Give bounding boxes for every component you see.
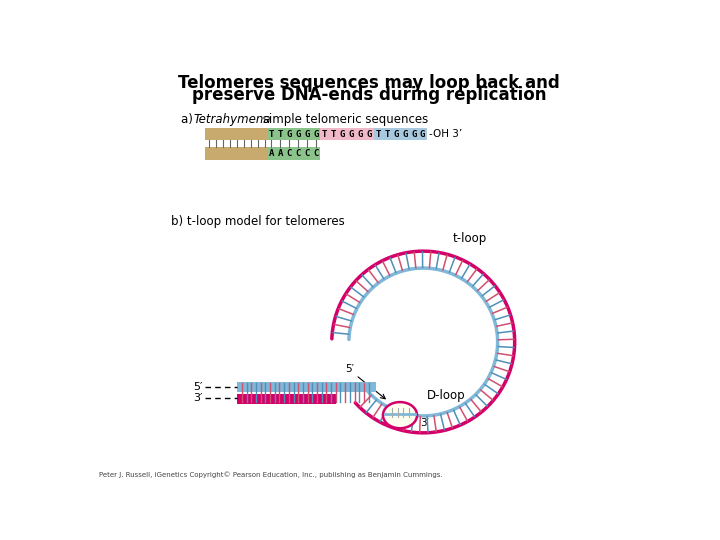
Text: a): a) [181,112,197,125]
Text: 5′: 5′ [345,364,354,374]
Bar [238,382,377,392]
Text: C: C [287,149,292,158]
Text: C: C [304,149,310,158]
Text: G: G [304,130,310,139]
Bar [238,394,336,403]
Text: G: G [393,130,399,139]
Text: simple telomeric sequences: simple telomeric sequences [259,112,428,125]
Text: T: T [375,130,381,139]
Text: t-loop: t-loop [453,232,487,245]
Text: T: T [322,130,328,139]
Text: b) t-loop model for telomeres: b) t-loop model for telomeres [171,215,345,228]
Ellipse shape [383,402,417,428]
Text: 3′: 3′ [193,393,202,403]
Text: -OH 3’: -OH 3’ [428,129,462,139]
Text: Peter J. Russell, iGenetics Copyright© Pearson Education, Inc., publishing as Be: Peter J. Russell, iGenetics Copyright© P… [99,471,443,477]
Text: T: T [331,130,336,139]
Text: G: G [348,130,354,139]
Text: G: G [366,130,372,139]
Text: T: T [277,130,283,139]
Bar [320,128,374,140]
Bar [204,147,320,159]
Bar [204,128,266,140]
Text: G: G [287,130,292,139]
Text: G: G [402,130,408,139]
Text: C: C [313,149,318,158]
Text: G: G [420,130,426,139]
Text: A: A [269,149,274,158]
Text: G: G [358,130,363,139]
Text: G: G [340,130,345,139]
Text: G: G [411,130,416,139]
Text: 3′: 3′ [420,418,429,428]
Text: A: A [277,149,283,158]
Bar [266,147,320,159]
Bar [374,128,427,140]
Text: preserve DNA-ends during replication: preserve DNA-ends during replication [192,86,546,104]
Text: Telomeres sequences may loop back and: Telomeres sequences may loop back and [178,74,560,92]
Text: G: G [295,130,300,139]
Text: G: G [313,130,318,139]
Bar [266,128,320,140]
Text: T: T [384,130,390,139]
Text: T: T [269,130,274,139]
Text: Tetrahymena: Tetrahymena [194,112,271,125]
Text: C: C [295,149,300,158]
Text: 5′: 5′ [193,382,202,392]
Text: D-loop: D-loop [427,389,466,402]
